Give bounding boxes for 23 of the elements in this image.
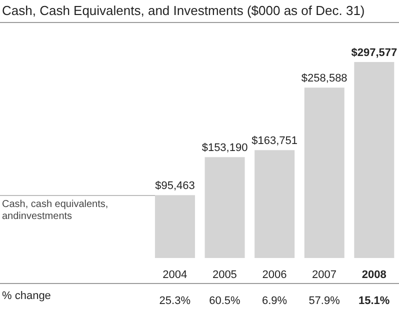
text: 6.9% (262, 295, 288, 307)
data-label: $95,463 (155, 180, 195, 192)
data-label: $297,577 (351, 47, 398, 59)
x-tick-label: 2006 (262, 269, 287, 281)
text: 25.3% (159, 295, 191, 307)
x-tick-label: 2005 (212, 269, 237, 281)
bar (354, 62, 394, 258)
x-tick-label: 2008 (362, 269, 386, 281)
x-tick-label: 2007 (312, 269, 337, 281)
chart-title: Cash, Cash Equivalents, and Investments ($000 as of Dec. 31) (2, 3, 365, 18)
data-label: $153,190 (202, 142, 248, 154)
bar (304, 88, 344, 258)
bar (204, 157, 245, 258)
text: 57.9% (308, 295, 340, 307)
text: 15.1% (358, 295, 390, 307)
data-label: $258,588 (301, 72, 348, 85)
data-label: $163,751 (252, 135, 298, 148)
x-tick-label: 2004 (162, 269, 188, 281)
bar (254, 150, 295, 258)
text: % change (2, 290, 51, 302)
bar (154, 195, 195, 258)
text: 60.5% (209, 295, 241, 307)
text: Cash, cash equivalents, andinvestments (2, 199, 110, 224)
